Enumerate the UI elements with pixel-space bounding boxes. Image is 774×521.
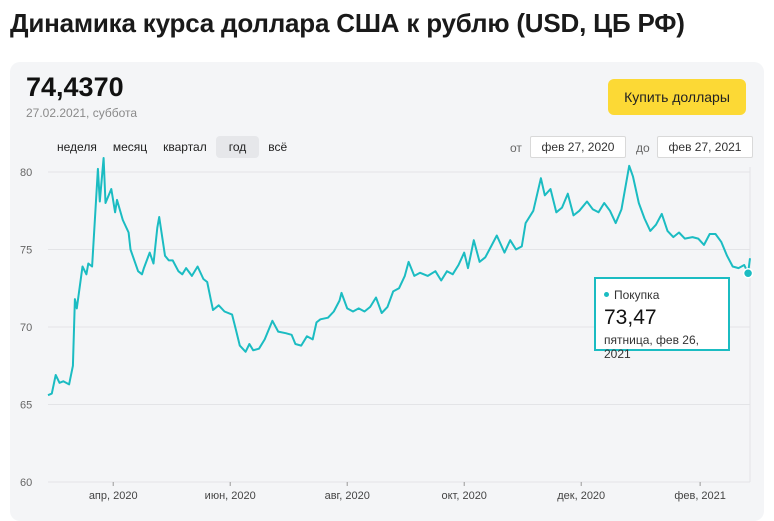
y-tick-label: 70 bbox=[20, 322, 32, 334]
x-tick-label: окт, 2020 bbox=[441, 490, 486, 502]
series-line-pokupka bbox=[47, 157, 751, 397]
tooltip-date: пятница, фев 26, 2021 bbox=[604, 333, 699, 361]
y-tick-label: 60 bbox=[20, 477, 32, 489]
period-selector: неделя месяц квартал год всё bbox=[50, 136, 296, 158]
current-rate-value: 74,4370 bbox=[26, 72, 124, 102]
y-tick-label: 75 bbox=[20, 245, 32, 257]
x-tick-label: дек, 2020 bbox=[557, 490, 605, 502]
chart-tooltip: Покупка 73,47 пятница, фев 26, 2021 bbox=[594, 277, 730, 361]
usd-rub-line-chart[interactable]: 60 65 70 75 80 апр, 2020 июн, 2020 авг, 2020 окт… bbox=[10, 62, 764, 521]
range-to-input[interactable]: фев 27, 2021 bbox=[657, 136, 753, 158]
current-rate-date: 27.02.2021, суббота bbox=[26, 106, 138, 120]
tooltip-series-label: Покупка bbox=[614, 288, 660, 302]
series-dot-icon bbox=[604, 292, 609, 298]
page-title: Динамика курса доллара США к рублю (USD,… bbox=[10, 8, 685, 38]
tooltip-series: Покупка bbox=[604, 288, 659, 302]
chart-card: 74,4370 27.02.2021, суббота Купить долла… bbox=[10, 62, 764, 521]
period-month[interactable]: месяц bbox=[112, 140, 148, 154]
range-from-input[interactable]: фев 27, 2020 bbox=[530, 136, 626, 158]
x-tick-label: авг, 2020 bbox=[325, 490, 370, 502]
buy-dollars-button[interactable]: Купить доллары bbox=[608, 79, 746, 115]
y-tick-label: 80 bbox=[20, 167, 32, 179]
hover-point-marker bbox=[742, 267, 754, 279]
range-from-label: от bbox=[510, 141, 522, 155]
tooltip-value: 73,47 bbox=[604, 306, 657, 329]
period-quarter[interactable]: квартал bbox=[163, 140, 207, 154]
period-year[interactable]: год bbox=[215, 136, 260, 158]
x-tick-label: апр, 2020 bbox=[89, 490, 138, 502]
period-all[interactable]: всё bbox=[268, 140, 288, 154]
x-tick-label: фев, 2021 bbox=[674, 490, 726, 502]
range-to-label: до bbox=[636, 141, 650, 155]
x-tick-label: июн, 2020 bbox=[205, 490, 256, 502]
period-week[interactable]: неделя bbox=[57, 140, 97, 154]
y-tick-label: 65 bbox=[20, 400, 32, 412]
